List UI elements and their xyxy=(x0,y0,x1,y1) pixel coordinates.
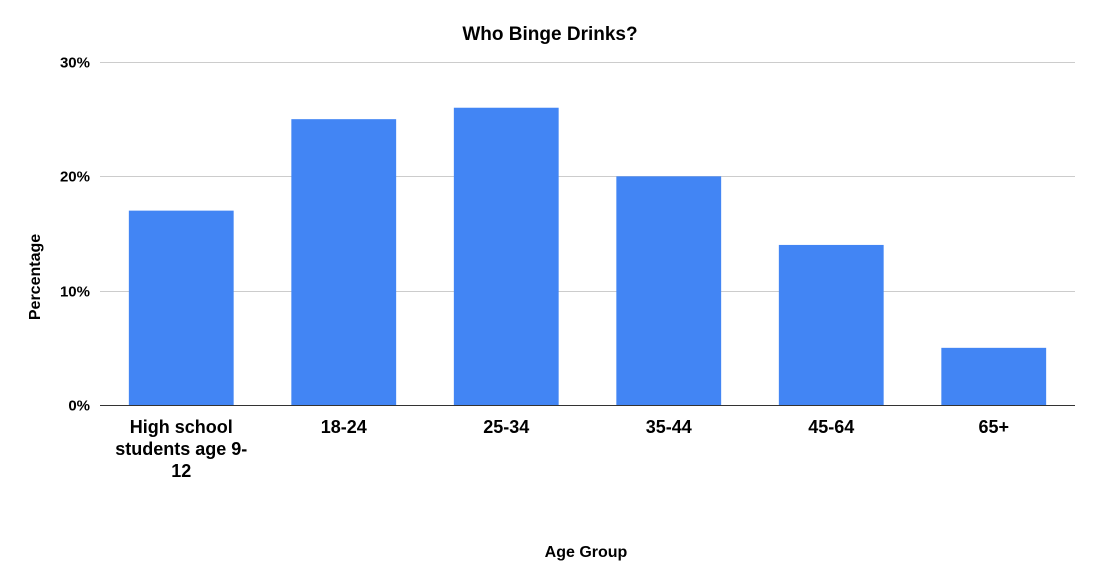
x-tick-label: High school students age 9-12 xyxy=(115,417,247,481)
y-tick-label: 20% xyxy=(60,169,90,186)
bar xyxy=(453,107,559,405)
x-axis-ticks: High school students age 9-12 18-24 25-34 35… xyxy=(115,417,1009,481)
x-tick-label: 25-34 xyxy=(483,417,529,437)
x-tick-label: 45-64 xyxy=(808,417,854,437)
y-tick-label: 10% xyxy=(60,284,90,301)
bar xyxy=(616,176,722,405)
x-tick-label: 35-44 xyxy=(646,417,692,437)
y-axis-ticks: 0% 10% 20% 30% xyxy=(60,55,90,415)
bar xyxy=(128,210,234,405)
y-tick-label: 30% xyxy=(60,55,90,72)
y-tick-label: 0% xyxy=(68,398,90,415)
bar xyxy=(291,119,397,406)
x-axis-label: Age Group xyxy=(545,544,628,561)
y-axis-label: Percentage xyxy=(27,234,44,320)
x-tick-label: 18-24 xyxy=(321,417,367,437)
x-tick-label: 65+ xyxy=(978,417,1009,437)
bars xyxy=(128,107,1047,406)
bar xyxy=(778,244,884,405)
gridlines xyxy=(100,62,1075,292)
chart-title: Who Binge Drinks? xyxy=(462,24,637,45)
bar xyxy=(941,347,1047,405)
